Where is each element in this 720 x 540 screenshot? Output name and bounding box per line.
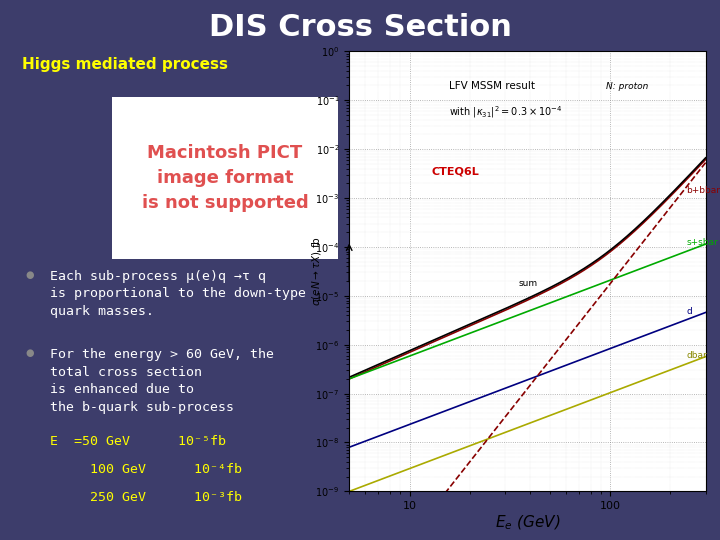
Text: Each sub-process μ(e)q →τ q
is proportional to the down-type
quark masses.: Each sub-process μ(e)q →τ q is proportio…	[50, 270, 307, 318]
Text: ●: ●	[25, 270, 34, 280]
Text: s+sbar: s+sbar	[686, 238, 718, 247]
Text: Macintosh PICT
image format
is not supported: Macintosh PICT image format is not suppo…	[142, 144, 308, 212]
Text: DIS Cross Section: DIS Cross Section	[209, 14, 511, 43]
Text: with $|\kappa_{31}|^2 = 0.3 \times 10^{-4}$: with $|\kappa_{31}|^2 = 0.3 \times 10^{-…	[449, 104, 562, 120]
Text: 250 GeV      10⁻³fb: 250 GeV 10⁻³fb	[50, 491, 243, 504]
Text: E  =50 GeV      10⁻⁵fb: E =50 GeV 10⁻⁵fb	[50, 435, 226, 448]
Text: For the energy > 60 GeV, the
total cross section
is enhanced due to
the b-quark : For the energy > 60 GeV, the total cross…	[50, 348, 274, 414]
Text: $\sigma(eN \rightarrow \tau X)$ fb: $\sigma(eN \rightarrow \tau X)$ fb	[310, 237, 323, 306]
Text: LFV MSSM result: LFV MSSM result	[449, 80, 535, 91]
Text: sum: sum	[518, 279, 538, 288]
Text: ●: ●	[25, 348, 34, 359]
Text: dbar: dbar	[686, 351, 707, 360]
Text: b+bbar: b+bbar	[686, 186, 720, 195]
Text: N: proton: N: proton	[606, 82, 648, 91]
Text: Higgs mediated process: Higgs mediated process	[22, 57, 228, 72]
X-axis label: $E_e$ (GeV): $E_e$ (GeV)	[495, 514, 560, 532]
Text: CTEQ6L: CTEQ6L	[431, 166, 479, 177]
Text: d: d	[686, 307, 692, 316]
Text: 100 GeV      10⁻⁴fb: 100 GeV 10⁻⁴fb	[50, 463, 243, 476]
